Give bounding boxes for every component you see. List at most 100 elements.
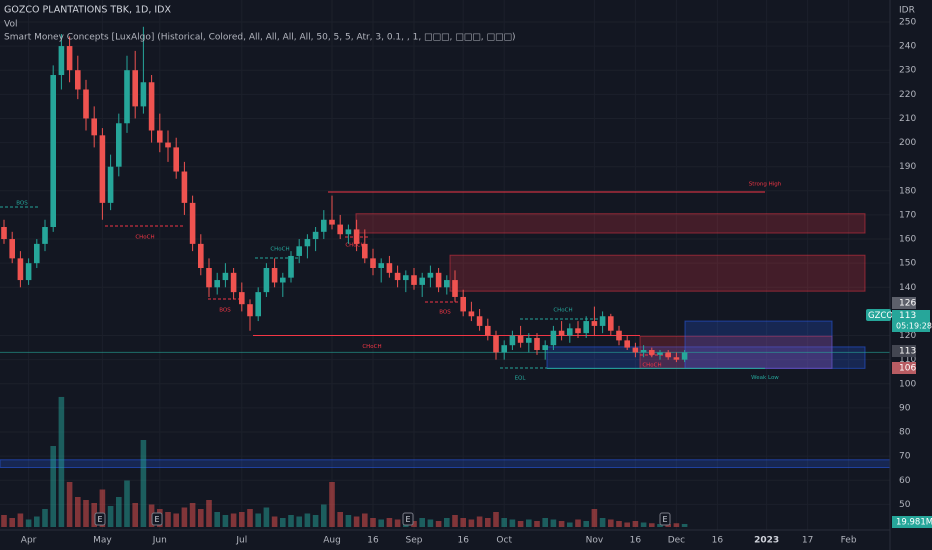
- candle-body: [444, 280, 450, 288]
- volume-bar: [58, 396, 65, 527]
- volume-bar: [124, 480, 130, 527]
- volume-bar: [501, 518, 507, 527]
- chart-title: GOZCO PLANTATIONS TBK, 1D, IDX: [4, 5, 171, 16]
- earnings-marker: [151, 512, 163, 526]
- volume-bar: [493, 512, 499, 527]
- candle-body: [591, 321, 598, 326]
- volume-bar: [558, 521, 565, 527]
- volume-bar: [616, 521, 622, 527]
- price-label-bg: [892, 362, 916, 374]
- plot: Strong High CHoCH Weak Low BOS CHoCH BOS CHoCH…: [0, 26, 891, 527]
- zone: [449, 254, 866, 292]
- symbol-tag: [866, 309, 891, 321]
- volume-bar: [198, 509, 204, 527]
- volume-bar: [411, 521, 417, 527]
- volume-bar: [173, 513, 179, 527]
- volume-bar: [649, 523, 655, 527]
- candle-body: [657, 352, 663, 355]
- volume-bar: [673, 523, 680, 527]
- y-tick-label: 200: [899, 138, 916, 148]
- candle-body: [321, 219, 327, 232]
- currency: IDR: [899, 6, 915, 16]
- earnings-marker: [402, 512, 414, 526]
- level-label: Strong High: [749, 182, 782, 188]
- candle-body: [567, 328, 573, 336]
- structure-label: CHoCH: [642, 363, 661, 369]
- x-tick-label: Aug: [323, 536, 341, 546]
- x-tick-label: 2023: [754, 536, 779, 546]
- volume-bar: [534, 521, 540, 527]
- x-tick-label: Sep: [406, 536, 423, 546]
- candle-body: [304, 239, 311, 247]
- price-label: 126: [899, 299, 916, 309]
- volume-bar: [132, 503, 138, 527]
- candle-body: [550, 330, 557, 346]
- grid: [0, 0, 890, 530]
- price-label-bg: [892, 345, 916, 357]
- candle-body: [583, 321, 589, 334]
- candle-body: [66, 46, 73, 71]
- candle-body: [599, 316, 606, 326]
- x-tick-label: 16: [712, 536, 724, 546]
- y-tick-label: 140: [899, 283, 916, 293]
- structure-label: BOS: [439, 310, 451, 316]
- candle-body: [427, 272, 434, 278]
- x-tick-label: Dec: [668, 536, 685, 546]
- candle-body: [608, 316, 614, 331]
- volume-bar: [1, 515, 7, 527]
- candle-body: [140, 82, 147, 107]
- candle-body: [468, 311, 475, 317]
- level-label: Weak Low: [751, 375, 779, 381]
- candle-body: [312, 231, 319, 240]
- volume-bar: [66, 482, 73, 527]
- x-tick-label: 16: [457, 536, 469, 546]
- volume-bar: [230, 513, 237, 527]
- volume-bar: [222, 515, 229, 527]
- earnings-label: E: [405, 515, 410, 524]
- y-tick-label: 190: [899, 162, 916, 172]
- structure-label: CHoCH: [135, 235, 154, 241]
- legend-line: Vol: [4, 20, 17, 30]
- y-tick-label: 50: [899, 500, 911, 510]
- candle-body: [17, 258, 24, 281]
- volume-bar: [91, 503, 97, 527]
- price-label: 106: [899, 364, 916, 374]
- volume-bar: [50, 446, 56, 527]
- y-tick-label: 100: [899, 379, 916, 389]
- candle-body: [58, 46, 65, 76]
- y-tick-label: 250: [899, 17, 916, 27]
- structure-label: CHoCH: [345, 243, 364, 249]
- volume-bar: [337, 512, 343, 527]
- candle-body: [501, 345, 507, 353]
- volume-bar: [255, 513, 261, 527]
- x-tick-label: Jun: [152, 536, 167, 546]
- candle-body: [83, 89, 89, 119]
- candle-body: [255, 292, 261, 317]
- volume-bar: [17, 513, 24, 527]
- candle-body: [107, 166, 114, 203]
- candle-body: [263, 268, 270, 293]
- volume-bar: [353, 516, 360, 527]
- candle-body: [9, 239, 15, 259]
- volume-bar: [542, 518, 548, 527]
- volume-label-bg: [892, 516, 932, 528]
- volume-bar: [304, 513, 311, 527]
- y-tick-label: 150: [899, 259, 916, 269]
- y-tick-label: 90: [899, 403, 911, 413]
- volume-bar: [247, 509, 253, 527]
- earnings-label: E: [154, 515, 159, 524]
- candle-body: [247, 304, 253, 317]
- volume-bar: [599, 518, 606, 527]
- candle-body: [230, 272, 237, 293]
- volume-bar: [665, 524, 671, 527]
- candle-body: [558, 330, 565, 336]
- price-label: 113: [899, 347, 916, 357]
- candle-body: [345, 229, 352, 235]
- structure-label: EQL: [515, 376, 527, 382]
- candle-body: [222, 272, 229, 281]
- level-label: CHoCH: [362, 344, 381, 350]
- candle-body: [214, 280, 220, 288]
- structure-label: BOS: [16, 201, 28, 207]
- y-tick-label: 180: [899, 186, 916, 196]
- volume-bar: [591, 509, 598, 527]
